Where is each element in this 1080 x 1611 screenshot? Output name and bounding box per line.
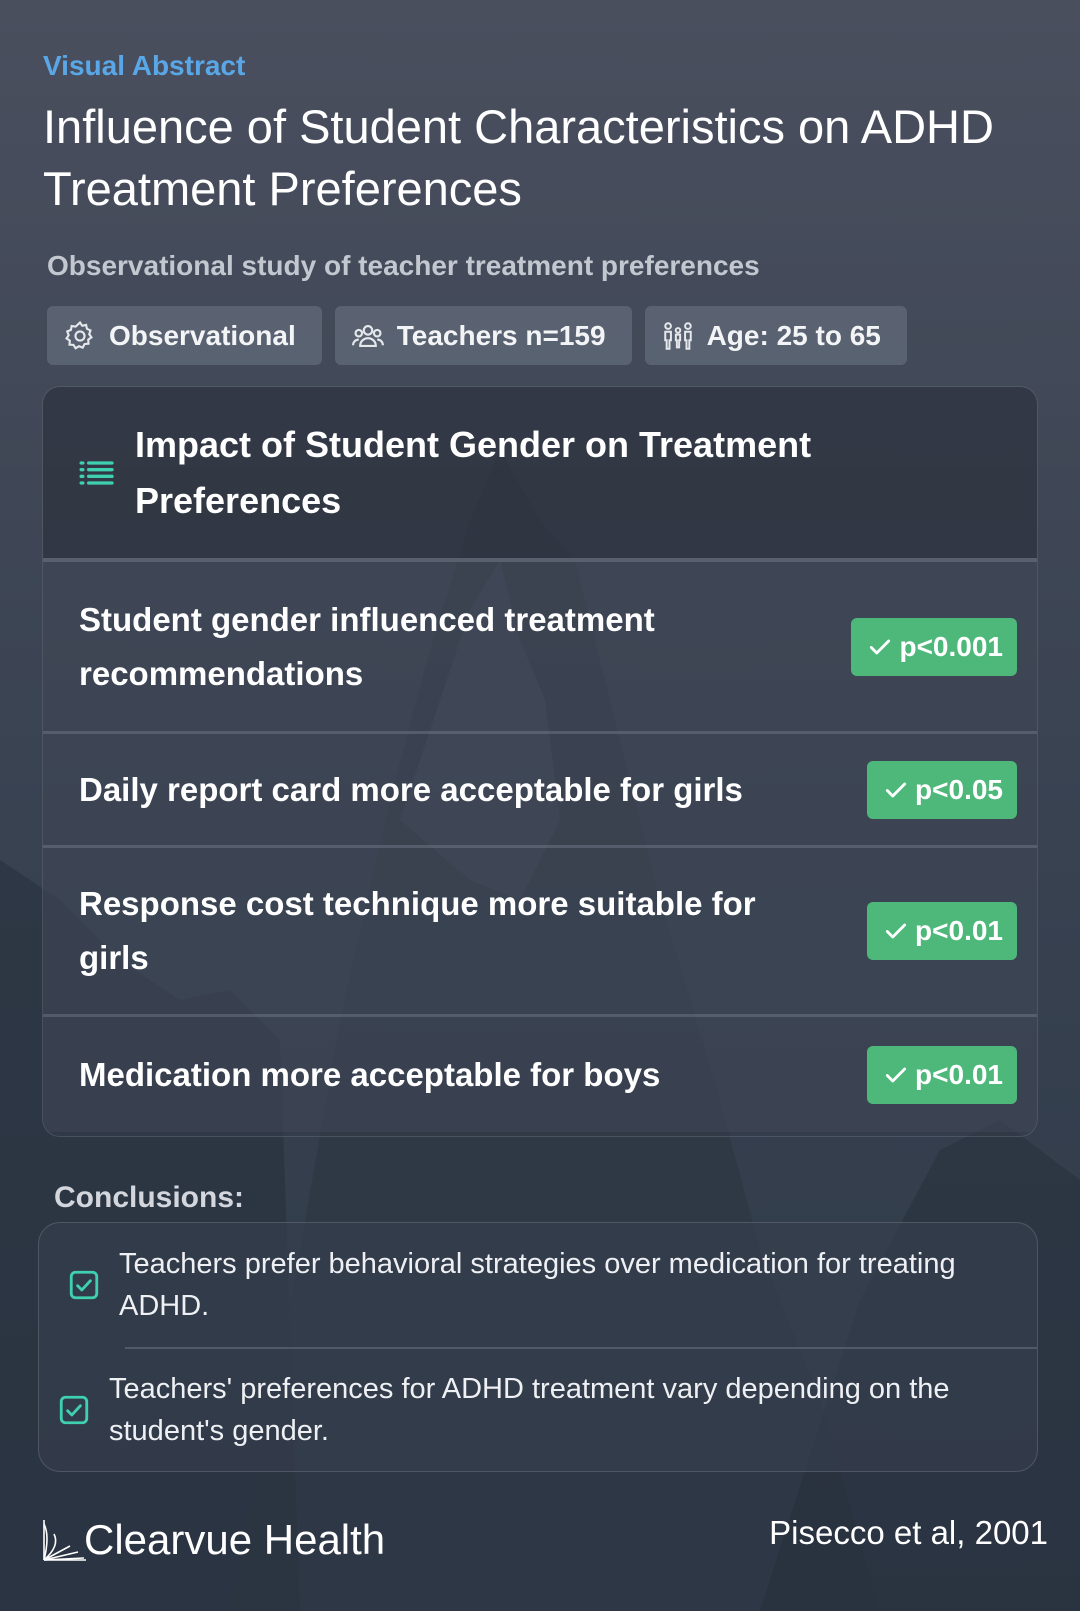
people-icon (351, 324, 384, 347)
tag-design-label: Observational (109, 319, 296, 351)
check-icon (885, 1067, 907, 1082)
significance-badge: p<0.001 (851, 617, 1017, 676)
findings-card: Impact of Student Gender on Treatment Pr… (42, 386, 1038, 1137)
conclusion-text: Teachers prefer behavioral strategies ov… (119, 1248, 956, 1322)
finding-text: Daily report card more acceptable for gi… (79, 770, 743, 808)
finding-row: Daily report card more acceptable for gi… (43, 734, 1037, 848)
badge-label: p<0.001 (899, 630, 1003, 662)
findings-title: Impact of Student Gender on Treatment Pr… (135, 423, 812, 521)
family-icon (663, 321, 692, 350)
tag-design: Observational (47, 306, 322, 365)
checkbox-icon (69, 1270, 99, 1300)
tag-age-label: Age: 25 to 65 (706, 319, 881, 351)
check-icon (885, 782, 907, 797)
page-title: Influence of Student Characteristics on … (43, 100, 994, 215)
clearvue-logo-icon (43, 1520, 86, 1561)
tag-sample-label: Teachers n=159 (396, 319, 606, 351)
study-tags: Observational Teachers n=159 Age (47, 306, 907, 365)
significance-badge: p<0.01 (867, 1045, 1017, 1104)
check-icon (870, 639, 891, 654)
citation: Pisecco et al, 2001 (769, 1514, 1048, 1551)
badge-label: p<0.01 (915, 1058, 1003, 1090)
conclusion-item: Teachers' preferences for ADHD treatment… (59, 1347, 1037, 1471)
finding-text: Student gender influenced treatment reco… (79, 600, 655, 692)
significance-badge: p<0.01 (867, 902, 1017, 960)
conclusion-text: Teachers' preferences for ADHD treatment… (109, 1373, 950, 1447)
brand-logo: Clearvue Health (40, 1510, 385, 1570)
check-icon (885, 923, 907, 939)
finding-row: Medication more acceptable for boys p<0.… (43, 1017, 1037, 1132)
list-icon (79, 460, 114, 485)
finding-row: Response cost technique more suitable fo… (43, 848, 1037, 1017)
brand-name: Clearvue Health (84, 1516, 386, 1563)
conclusion-item: Teachers prefer behavioral strategies ov… (39, 1223, 1037, 1347)
conclusions-box: Teachers prefer behavioral strategies ov… (38, 1222, 1038, 1472)
badge-label: p<0.01 (915, 915, 1003, 946)
page-subtitle: Observational study of teacher treatment… (47, 250, 760, 281)
badge-label: p<0.05 (915, 773, 1003, 805)
finding-row: Student gender influenced treatment reco… (43, 562, 1037, 734)
tag-sample: Teachers n=159 (334, 306, 632, 365)
conclusions-label: Conclusions: (54, 1181, 245, 1214)
checkbox-icon (59, 1395, 89, 1425)
significance-badge: p<0.05 (867, 760, 1017, 819)
finding-text: Response cost technique more suitable fo… (79, 885, 756, 976)
gear-icon (65, 320, 93, 350)
eyebrow-label: Visual Abstract (43, 50, 246, 81)
finding-text: Medication more acceptable for boys (79, 1055, 661, 1093)
findings-header: Impact of Student Gender on Treatment Pr… (43, 387, 1037, 562)
tag-age: Age: 25 to 65 (644, 306, 907, 365)
